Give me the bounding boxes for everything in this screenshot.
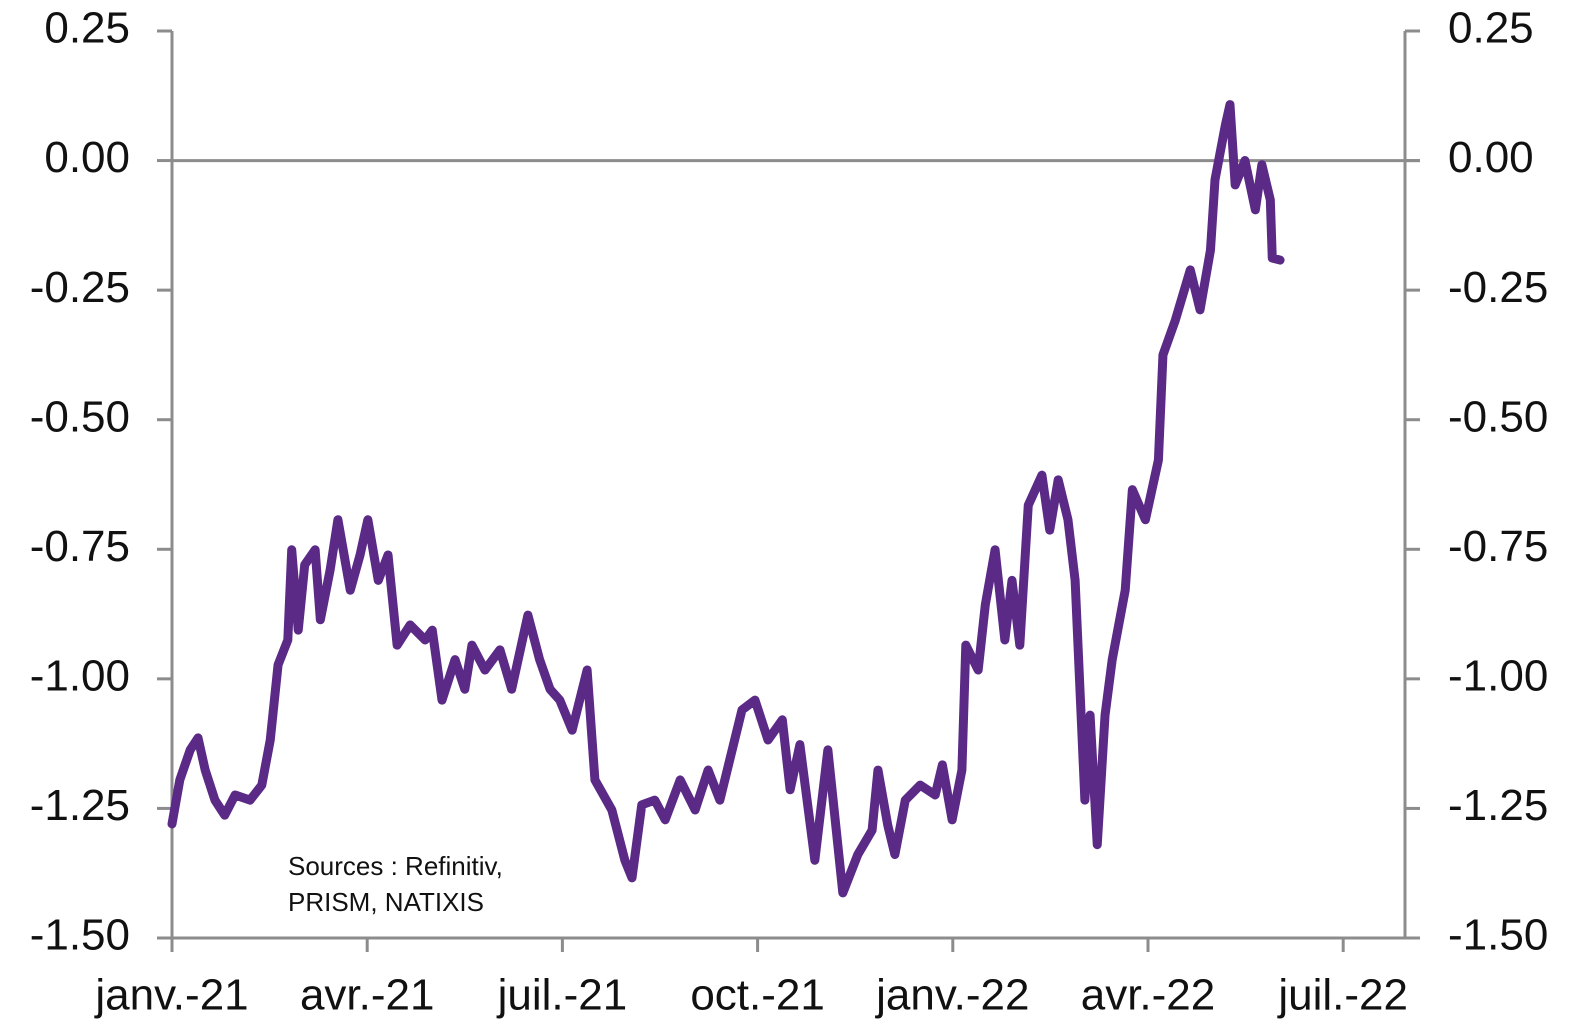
y-tick-label: -1.25 [30, 781, 130, 830]
y2-tick-label: -0.75 [1448, 522, 1548, 571]
y-tick-label: -1.50 [30, 911, 130, 960]
y-tick-label: -0.25 [30, 263, 130, 312]
y2-tick-label: -0.50 [1448, 392, 1548, 441]
series-line [167, 100, 1285, 898]
x-tick-label: juil.-22 [1276, 971, 1408, 1020]
x-tick-label: juil.-21 [496, 971, 628, 1020]
y-tick-label: -1.00 [30, 651, 130, 700]
source-note: Sources : Refinitiv, [288, 851, 503, 881]
y2-tick-label: -0.25 [1448, 263, 1548, 312]
y2-tick-label: -1.25 [1448, 781, 1548, 830]
x-tick-label: oct.-21 [690, 971, 825, 1020]
x-tick-label: janv.-21 [93, 971, 248, 1020]
y-tick-label: 0.25 [44, 4, 130, 53]
source-note: PRISM, NATIXIS [288, 887, 484, 917]
y2-tick-label: -1.00 [1448, 651, 1548, 700]
y2-tick-label: -1.50 [1448, 911, 1548, 960]
x-tick-label: avr.-21 [300, 971, 435, 1020]
x-tick-label: janv.-22 [874, 971, 1029, 1020]
y2-tick-label: 0.00 [1448, 133, 1534, 182]
y-tick-label: 0.00 [44, 133, 130, 182]
y-tick-label: -0.50 [30, 392, 130, 441]
x-tick-label: avr.-22 [1081, 971, 1216, 1020]
y-tick-label: -0.75 [30, 522, 130, 571]
y2-tick-label: 0.25 [1448, 4, 1534, 53]
